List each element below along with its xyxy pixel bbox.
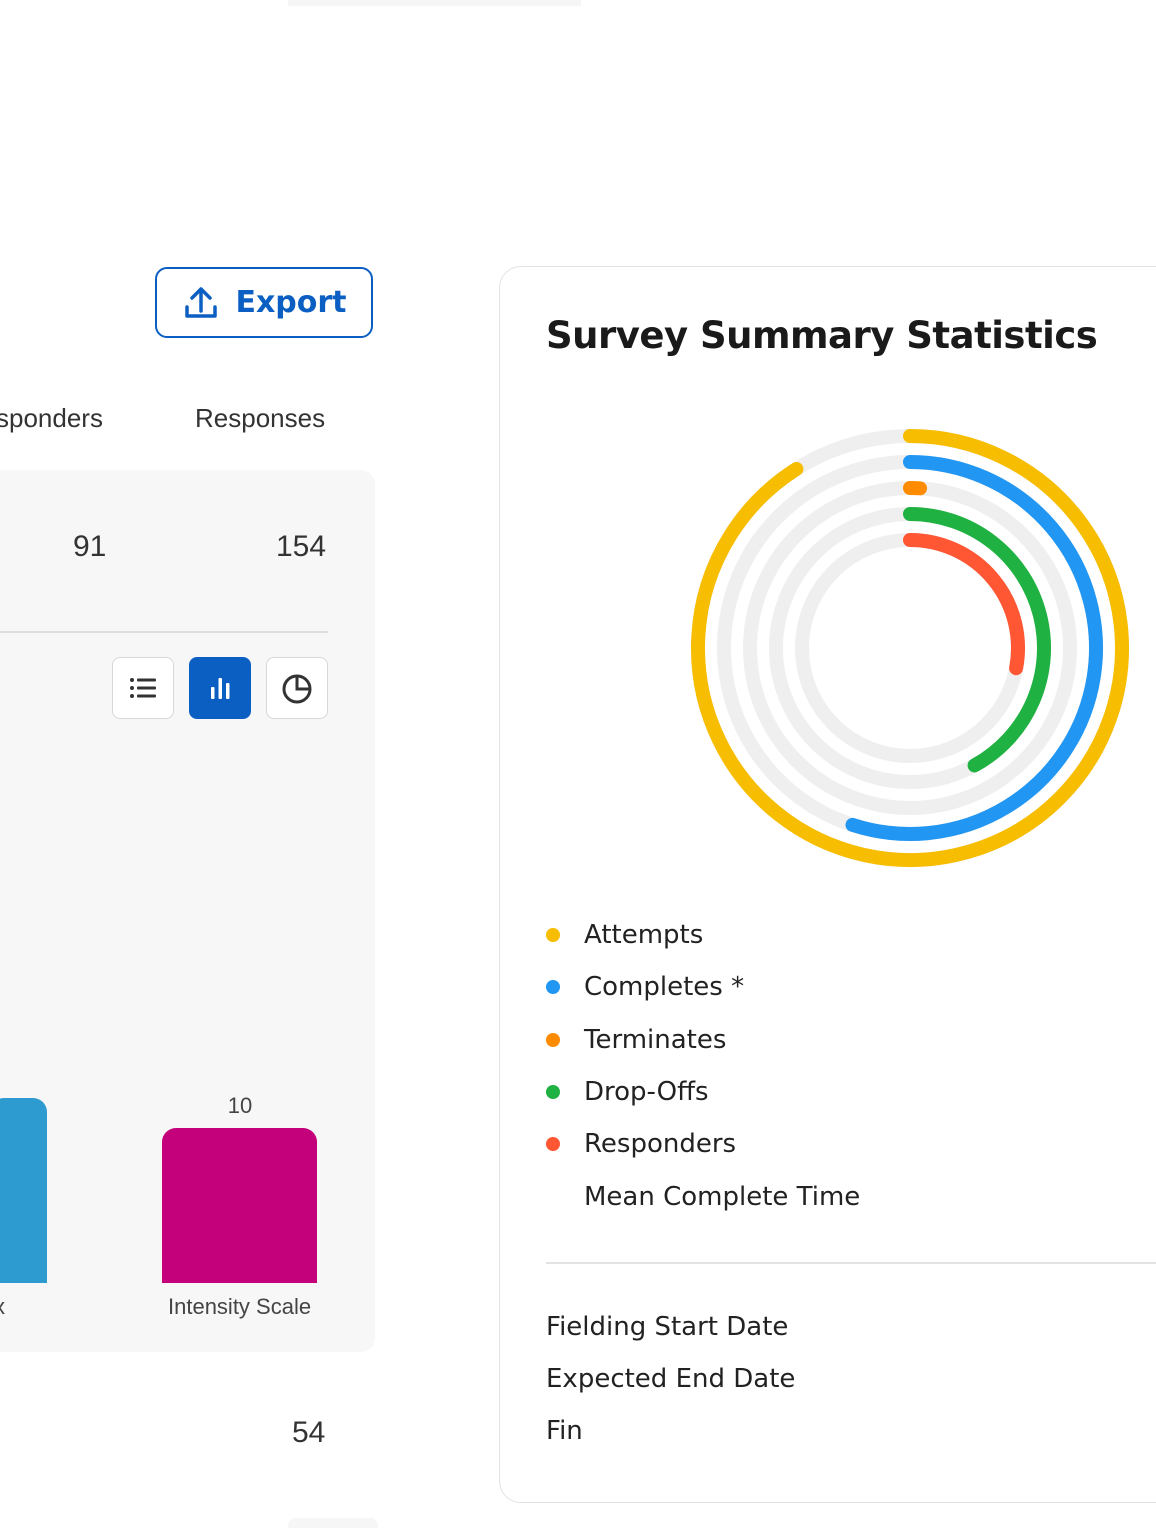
fin-label: Fin xyxy=(546,1416,583,1446)
top-panel-edge xyxy=(288,0,581,6)
legend-label: Responders xyxy=(584,1129,737,1159)
summary-divider xyxy=(546,1262,1156,1264)
legend-dot xyxy=(546,1085,560,1099)
card-divider xyxy=(0,631,328,633)
export-button[interactable]: Export xyxy=(155,267,373,338)
legend-item-completes: Completes * xyxy=(546,967,744,1007)
summary-title: Survey Summary Statistics xyxy=(546,314,1098,357)
radial-arc-responders xyxy=(903,533,1025,676)
bar-value-label: 10 xyxy=(227,1093,253,1118)
legend-label: Drop-Offs xyxy=(584,1077,709,1107)
column-header-responses: Responses xyxy=(195,403,326,433)
fielding-start-date-label: Fielding Start Date xyxy=(546,1312,789,1342)
radial-arc-drop-offs xyxy=(903,507,1051,773)
legend-label: Mean Complete Time xyxy=(584,1182,861,1212)
legend-item-attempts: Attempts xyxy=(546,915,703,955)
radial-progress-chart xyxy=(691,429,1129,867)
radial-arc-attempts xyxy=(691,429,1129,867)
column-header-responders: sponders xyxy=(0,403,103,433)
pie-view-button[interactable] xyxy=(266,657,328,719)
expected-end-date-label: Expected End Date xyxy=(546,1364,796,1394)
bottom-panel-edge xyxy=(288,1518,378,1528)
bar-category-label: Intensity Scale xyxy=(168,1294,312,1319)
legend-label: Attempts xyxy=(584,920,704,950)
radial-arc-completes xyxy=(845,455,1103,841)
legend-dot xyxy=(546,1137,560,1151)
legend-dot xyxy=(546,928,560,942)
summary-card xyxy=(499,266,1156,1503)
legend-label: Terminates xyxy=(584,1025,727,1055)
bar-intensity-scale xyxy=(162,1128,317,1283)
bar-x xyxy=(0,1098,47,1283)
legend-label: Completes * xyxy=(584,972,745,1002)
responders-value: 91 xyxy=(73,530,107,563)
next-row-value: 54 xyxy=(292,1416,326,1449)
bar-category-label: x xyxy=(0,1294,5,1320)
list-view-button[interactable] xyxy=(112,657,174,719)
legend-item-responders: Responders xyxy=(546,1124,736,1164)
pie-chart-icon xyxy=(282,674,312,704)
legend-dot xyxy=(546,1033,560,1047)
bar-view-button[interactable] xyxy=(189,657,251,719)
legend-item-mean-complete-time: Mean Complete Time xyxy=(546,1177,860,1217)
responses-value: 154 xyxy=(276,530,327,563)
upload-icon xyxy=(185,286,218,318)
legend-item-terminates: Terminates xyxy=(546,1020,726,1060)
export-label: Export xyxy=(235,285,347,320)
legend-item-drop-offs: Drop-Offs xyxy=(546,1072,709,1112)
legend-dot xyxy=(546,1190,560,1204)
list-icon xyxy=(130,678,156,698)
bar-chart-icon xyxy=(211,678,230,699)
legend-dot xyxy=(546,980,560,994)
